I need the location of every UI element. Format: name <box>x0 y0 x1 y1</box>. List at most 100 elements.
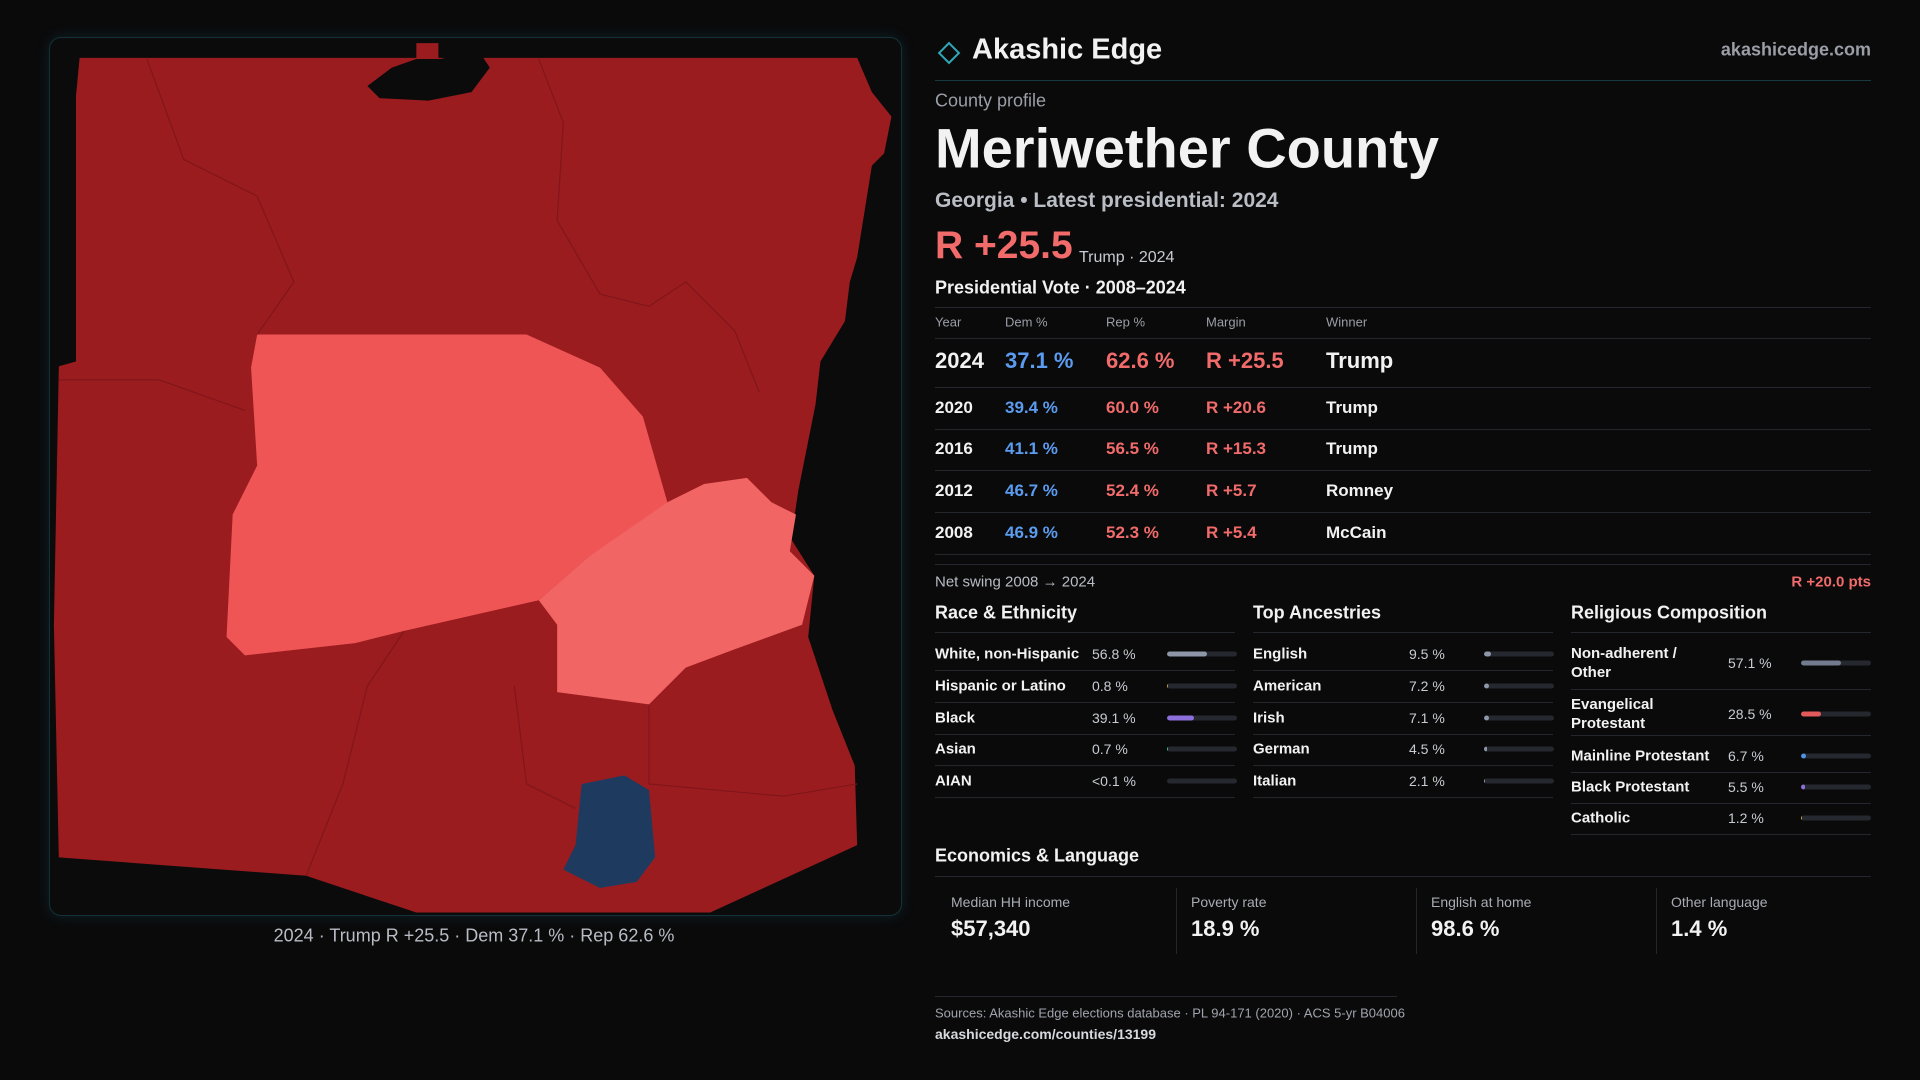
row-value: 7.2 % <box>1409 678 1445 694</box>
stat-value: 1.4 % <box>1671 916 1728 941</box>
row-divider <box>935 338 1871 339</box>
row-value: 56.8 % <box>1092 646 1136 662</box>
row-label: English <box>1253 645 1308 663</box>
row-divider <box>935 564 1871 565</box>
vote-cell: R +5.4 <box>1206 523 1257 542</box>
row-value: 28.5 % <box>1728 706 1772 722</box>
vote-cell: Romney <box>1326 481 1394 500</box>
map-notch <box>53 73 76 368</box>
vote-cell: Trump <box>1326 348 1394 373</box>
column-header: Dem % <box>1005 314 1048 330</box>
row-divider <box>935 797 1235 798</box>
row-value: 9.5 % <box>1409 646 1445 662</box>
margin-note: Trump · 2024 <box>1079 249 1175 266</box>
bar-track <box>1167 715 1237 721</box>
row-divider <box>1571 688 1871 690</box>
column-header: Winner <box>1326 314 1368 330</box>
row-label: Hispanic or Latino <box>935 677 1066 695</box>
vote-cell: 56.5 % <box>1106 439 1159 458</box>
bar <box>1484 778 1486 784</box>
selected-county <box>226 334 668 656</box>
section-title: Race & Ethnicity <box>935 602 1078 623</box>
vote-cell: 37.1 % <box>1005 348 1074 373</box>
row-divider <box>935 733 1235 735</box>
stat-label: Median HH income <box>951 894 1071 910</box>
bar <box>1167 683 1168 689</box>
row-value: 7.1 % <box>1409 710 1445 726</box>
row-divider <box>1253 733 1553 735</box>
county-map <box>53 43 892 913</box>
county-name: Meriwether County <box>935 116 1440 180</box>
stat-label: Other language <box>1671 894 1768 910</box>
vote-cell: 2024 <box>935 348 984 373</box>
bar <box>1167 651 1207 657</box>
county-border <box>146 58 295 335</box>
map-caption: 2024 · Trump R +25.5 · Dem 37.1 % · Rep … <box>273 925 675 946</box>
divider <box>935 80 1871 81</box>
row-divider <box>935 387 1871 388</box>
row-divider <box>935 307 1871 308</box>
county-border <box>58 379 246 412</box>
bar <box>1801 815 1802 821</box>
row-value: 2.1 % <box>1409 773 1445 789</box>
subtitle: Georgia • Latest presidential: 2024 <box>935 189 1279 212</box>
row-label: Black <box>935 709 976 727</box>
row-divider <box>1253 797 1553 798</box>
vote-cell: 46.9 % <box>1005 523 1058 542</box>
bar-track <box>1484 683 1554 689</box>
vote-cell: 2012 <box>935 481 973 500</box>
bar-track <box>1801 784 1871 790</box>
section-title: Economics & Language <box>935 845 1140 866</box>
row-divider <box>1571 735 1871 736</box>
vote-cell: 2016 <box>935 439 973 458</box>
row-label: Irish <box>1253 709 1285 727</box>
county-border <box>538 58 760 393</box>
row-label: Italian <box>1253 772 1297 790</box>
row-divider <box>935 632 1235 633</box>
headline-margin: R +25.5 <box>935 224 1073 267</box>
site: akashicedge.com <box>1720 39 1871 60</box>
row-divider <box>935 554 1871 555</box>
column-header: Year <box>935 314 962 330</box>
neighbor-county-dem <box>563 775 656 889</box>
row-label: German <box>1253 740 1310 758</box>
logo <box>937 41 961 65</box>
stat-value: $57,340 <box>951 916 1031 941</box>
row-divider <box>1571 632 1871 633</box>
vote-cell: R +20.6 <box>1206 398 1267 417</box>
row-divider <box>935 702 1235 703</box>
row-value: 0.7 % <box>1092 741 1128 757</box>
row-divider <box>935 765 1235 766</box>
bar-track <box>1484 715 1554 721</box>
swing-label: Net swing 2008 → 2024 <box>935 573 1096 591</box>
bar-track <box>1801 815 1871 821</box>
table-title: Presidential Vote · 2008–2024 <box>935 277 1186 298</box>
row-divider <box>1253 702 1553 703</box>
column-header: Margin <box>1206 314 1246 330</box>
bar-track <box>1801 753 1871 759</box>
row-label: Evangelical Protestant <box>1571 696 1654 732</box>
kicker: County profile <box>935 90 1047 111</box>
bar-track <box>1484 651 1554 657</box>
vote-cell: 62.6 % <box>1106 348 1175 373</box>
bar-track <box>1167 651 1237 657</box>
bar <box>1801 711 1821 717</box>
vote-cell: Trump <box>1326 439 1378 458</box>
vote-cell: 2020 <box>935 398 973 417</box>
bar <box>1484 715 1489 721</box>
bar <box>1484 683 1490 689</box>
row-divider <box>935 470 1871 471</box>
stat-label: Poverty rate <box>1191 894 1267 910</box>
row-value: 57.1 % <box>1728 655 1772 671</box>
bar <box>1801 784 1805 790</box>
row-divider <box>1571 802 1871 804</box>
row-divider <box>1571 834 1871 835</box>
stat-value: 18.9 % <box>1191 916 1260 941</box>
row-label: Asian <box>935 740 976 758</box>
vote-cell: 46.7 % <box>1005 481 1058 500</box>
row-label: White, non-Hispanic <box>935 645 1080 663</box>
bar-track <box>1167 746 1237 752</box>
vote-cell: R +25.5 <box>1206 348 1284 373</box>
row-divider <box>1253 670 1553 671</box>
